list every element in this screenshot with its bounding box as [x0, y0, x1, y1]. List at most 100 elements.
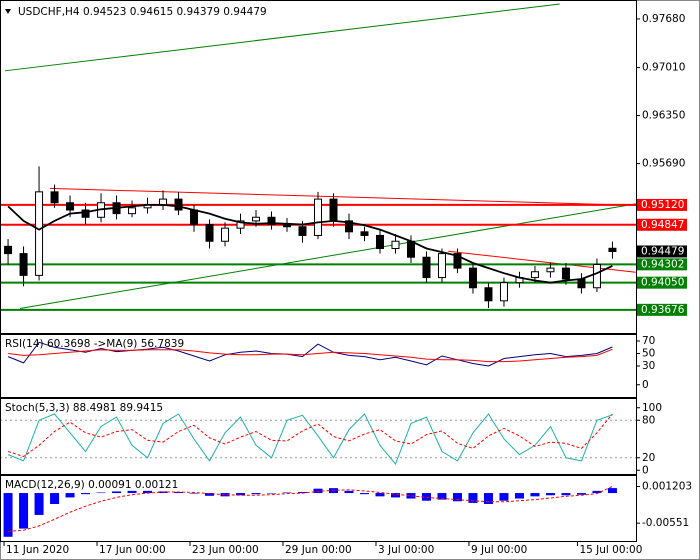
histogram-bar [220, 493, 230, 497]
y-tick-label: 30 [642, 360, 655, 372]
candle-body [205, 224, 214, 242]
candle-body [252, 216, 261, 222]
candle-body [81, 209, 90, 218]
panel-border [0, 398, 637, 475]
histogram-bar [96, 492, 106, 494]
level-label-box [637, 303, 687, 316]
x-tick-label: 23 Jun 00:00 [192, 544, 259, 556]
candle-body [530, 271, 539, 279]
histogram-bar [143, 490, 153, 494]
candle-body [406, 240, 415, 258]
candle-body [468, 267, 477, 289]
candle-body [50, 191, 59, 204]
histogram-bar [561, 493, 571, 496]
candle-body [577, 278, 586, 289]
histogram-bar [205, 493, 215, 496]
plot-area [1, 3, 636, 311]
candle-body [453, 253, 462, 269]
y-tick-label: 0 [642, 464, 649, 476]
y-tick-label: 70 [642, 335, 655, 347]
trend-line [19, 203, 636, 310]
y-tick-label: 0.97010 [642, 62, 685, 74]
indicator-title: RSI(14) 60.3698 ->MA(9) 56.7839 [5, 338, 184, 350]
indicator-title: MACD(12,26,9) 0.00091 0.00121 [5, 479, 178, 491]
histogram-bar [390, 493, 400, 498]
candle-body [174, 198, 183, 211]
y-tick-label: 100 [642, 402, 662, 414]
level-label: 0.94302 [641, 258, 684, 270]
level-label: 0.93676 [641, 304, 685, 316]
histogram-bar [313, 488, 323, 494]
x-tick-label: 15 Jul 00:00 [579, 544, 642, 556]
histogram-bar [3, 493, 13, 537]
histogram-bar [421, 493, 431, 501]
x-tick-label: 11 Jun 2020 [6, 544, 69, 556]
histogram-bar [81, 493, 91, 495]
candle-body [66, 202, 75, 211]
candle-body [360, 231, 369, 236]
histogram-bar [344, 490, 354, 494]
x-tick-label: 3 Jul 00:00 [378, 544, 434, 556]
y-tick-label: -0.00551 [642, 517, 689, 529]
indicator-line [7, 204, 613, 284]
histogram-bar [112, 491, 122, 494]
histogram-bar [607, 488, 617, 494]
histogram-bar [483, 493, 493, 504]
histogram-bar [251, 493, 261, 495]
histogram-bar [267, 493, 277, 494]
histogram-bar [19, 493, 29, 529]
x-tick-label: 9 Jul 00:00 [471, 544, 527, 556]
histogram-bar [298, 491, 308, 494]
candle-body [190, 209, 199, 226]
header-low: 0.94379 [177, 6, 220, 18]
candle-body [437, 253, 446, 279]
histogram-bar [530, 493, 540, 497]
histogram-bar [65, 493, 75, 498]
candle-body [592, 263, 601, 289]
y-tick-label: 0.97680 [642, 13, 685, 25]
candle-body [546, 267, 555, 273]
header-open: 0.94523 [83, 6, 126, 18]
header-icon [5, 9, 11, 14]
histogram-bar [174, 491, 184, 494]
candle-body [561, 267, 570, 280]
plot-area [1, 413, 636, 465]
candle-body [283, 224, 292, 228]
header-close: 0.94479 [223, 6, 266, 18]
candle-body [128, 207, 137, 215]
panel-border [0, 475, 637, 542]
indicator-title: Stoch(5,3,3) 88.4981 89.9415 [5, 402, 163, 414]
header-high: 0.94615 [130, 6, 173, 18]
histogram-bar [359, 493, 369, 495]
candle-body [484, 287, 493, 302]
level-label: 0.94847 [641, 219, 684, 231]
candle-body [19, 253, 28, 276]
histogram-bar [189, 493, 199, 494]
histogram-bar [545, 493, 555, 496]
histogram-bar [127, 490, 137, 494]
histogram-bar [50, 493, 60, 504]
candle-body [35, 191, 44, 276]
y-tick-label: 0.96350 [642, 110, 685, 122]
histogram-bar [236, 493, 246, 496]
histogram-bar [406, 493, 416, 499]
indicator-line [7, 413, 613, 465]
chart-header: USDCHF,H4 0.94523 0.94615 0.94379 0.9447… [18, 6, 267, 18]
candle-body [329, 198, 338, 222]
indicator-line [7, 413, 613, 458]
histogram-bar [437, 493, 447, 500]
level-label-box [637, 276, 687, 289]
histogram-bar [499, 493, 509, 501]
candle-body [375, 234, 384, 250]
histogram-bar [468, 493, 478, 503]
y-tick-label: 0.95690 [642, 158, 685, 170]
candle-body [4, 245, 13, 255]
current-price: 0.94479 [641, 245, 684, 257]
indicator-line [8, 348, 613, 363]
plot-area [3, 485, 617, 537]
candle-body [499, 282, 508, 302]
candle-body [344, 220, 353, 233]
x-tick-label: 17 Jun 00:00 [99, 544, 166, 556]
level-label: 0.95120 [641, 199, 684, 211]
